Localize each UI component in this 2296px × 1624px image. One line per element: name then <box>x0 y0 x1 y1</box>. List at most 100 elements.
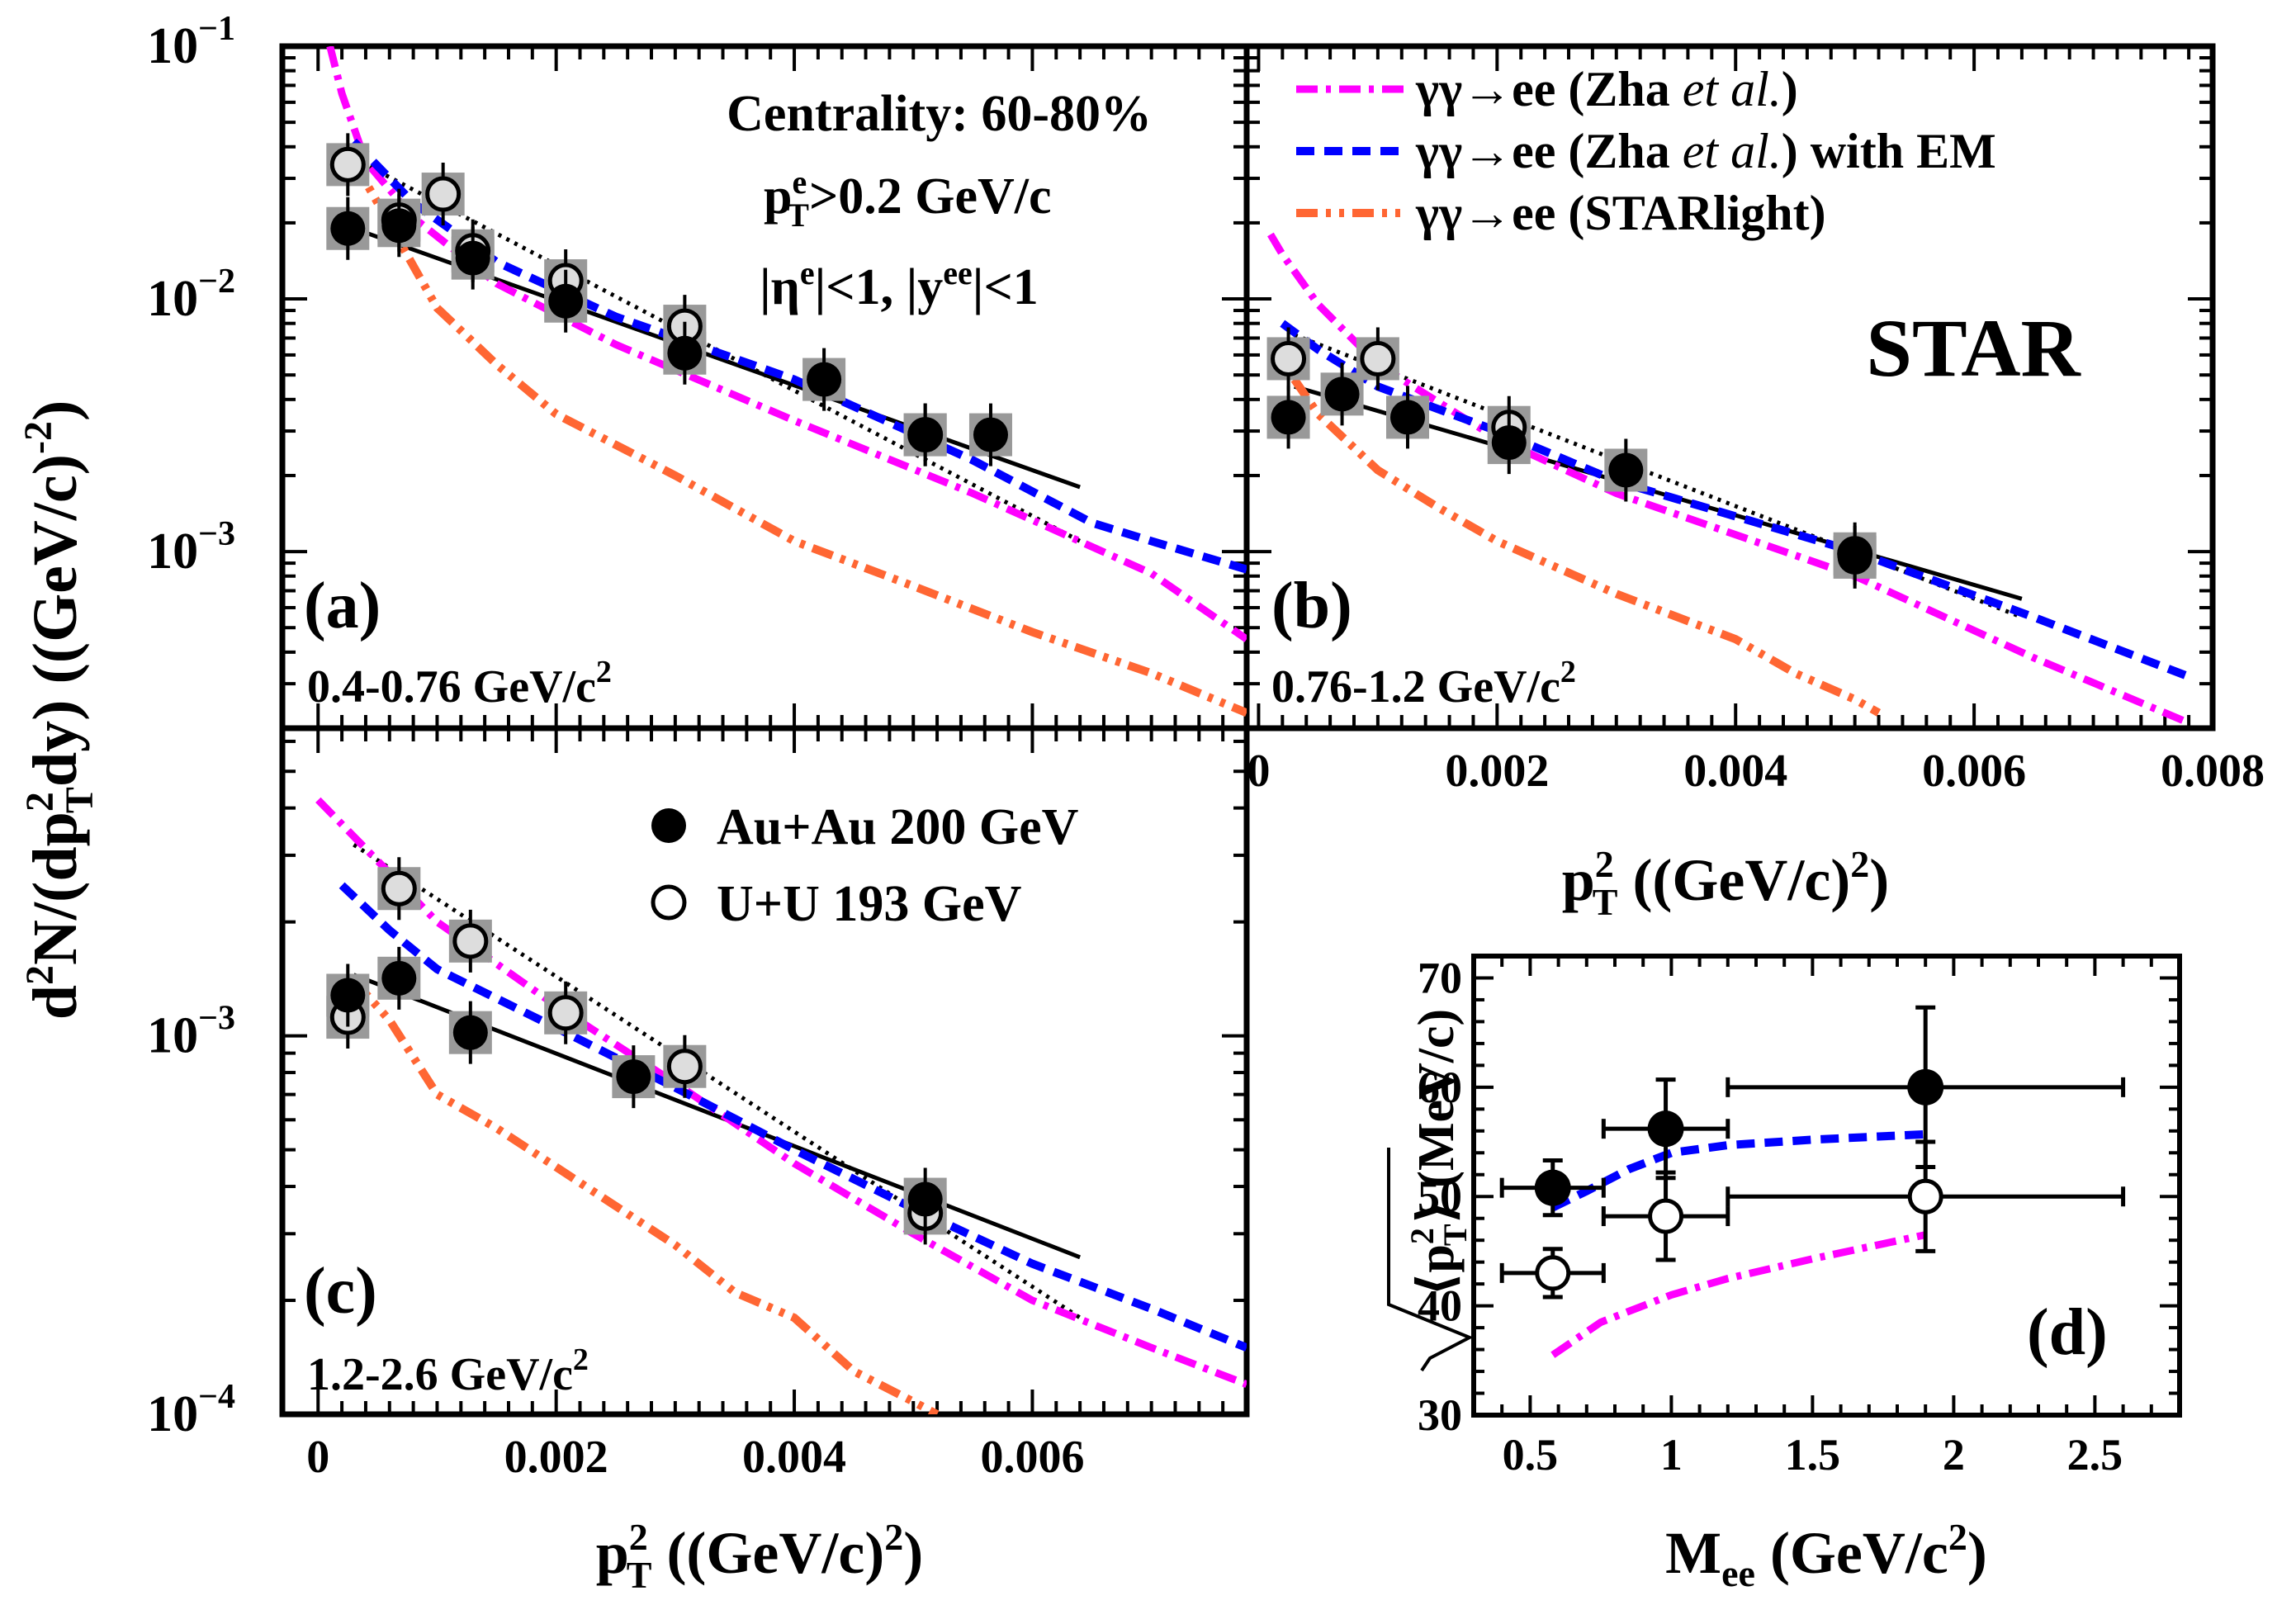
panel-d-ytick-label: 60 <box>1418 1063 1462 1112</box>
panel-d-auau-point <box>1647 1110 1684 1148</box>
panel-c-y-tick-labels: 10−3 10−4 <box>147 1000 235 1442</box>
panel-d-uu-point <box>1648 1198 1684 1234</box>
panel-b-label: (b) <box>1271 570 1352 642</box>
panel-b-xtick-label: 0.004 <box>1683 746 1787 797</box>
panel-a-ticks <box>282 45 1247 730</box>
legend-auau: Au+Au 200 GeV <box>717 799 1079 855</box>
panel-d-xtick-label: 0.5 <box>1503 1430 1559 1480</box>
y-axis-title: d2N/(dp2Tdy) ((GeV/c)-2) <box>17 400 102 1020</box>
panel-d-xtick-label: 2 <box>1943 1430 1965 1480</box>
panel-b-auau-point <box>1390 400 1425 435</box>
panel-b-mass-range: 0.76-1.2 GeV/c2 <box>1271 655 1576 713</box>
panel-d-curves <box>1550 1129 1927 1358</box>
panel-d-ytick-label: 40 <box>1418 1281 1462 1331</box>
panel-b-frame <box>1243 43 2216 732</box>
panel-a-auau-point <box>907 417 943 452</box>
model-legend: γγ→ee (Zha et al.) γγ→ee (Zha et al.) wi… <box>1296 62 1996 240</box>
panel-a-uu-point <box>329 146 366 182</box>
panel-c-mass-range: 1.2-2.6 GeV/c2 <box>307 1342 589 1400</box>
panel-b-auau-point <box>1837 539 1872 575</box>
panel-b-ticks <box>1247 45 2214 730</box>
panel-c-ytick-label: 10−4 <box>147 1378 235 1442</box>
panel-c-xtick-label: 0 <box>306 1432 329 1483</box>
panel-a-mass-range: 0.4-0.76 GeV/c2 <box>307 655 612 713</box>
panel-b-xtick-label: 0.006 <box>1922 746 2026 797</box>
panel-b-auau-point <box>1491 425 1527 461</box>
panel-d-y-tick-labels: 30 40 50 60 70 <box>1418 953 1462 1440</box>
panel-c-curve-starlight <box>350 978 940 1414</box>
legend-auau-marker <box>651 808 686 843</box>
panel-b: 0 0.002 0.004 0.006 0.008 (b) 0.76-1.2 GeV/c… <box>1247 45 2265 923</box>
star-label: STAR <box>1866 302 2081 394</box>
panel-c-auau-point <box>907 1181 943 1217</box>
panel-d-points <box>1499 1005 2126 1300</box>
panel-b-xtick-label: 0 <box>1247 746 1270 797</box>
panel-c-label: (c) <box>304 1255 377 1328</box>
panel-c-auau-point <box>381 960 417 996</box>
legend-uu-marker <box>651 884 687 921</box>
panel-c-ticks <box>282 728 1247 1416</box>
panel-a: 10−1 10−2 10−3 (a) 0.4-0.76 GeV/c2 Central… <box>147 10 1247 730</box>
panel-a-label: (a) <box>304 570 381 642</box>
panel-c-auau-point <box>330 978 366 1013</box>
panel-b-x-tick-labels: 0 0.002 0.004 0.006 0.008 <box>1247 746 2265 797</box>
panel-d-auau-point <box>1534 1169 1571 1206</box>
panel-d-curve-zha-et-al-with-em <box>1550 1129 1926 1211</box>
panel-d-ticks <box>1472 954 2181 1417</box>
legend-zha: γγ→ee (Zha et al.) <box>1415 62 1798 116</box>
panel-a-points <box>326 133 1012 466</box>
panel-c-xtick-label: 0.002 <box>504 1432 608 1483</box>
panel-c-xtick-label: 0.006 <box>980 1432 1084 1483</box>
panel-d-curve-zha-et-al- <box>1550 1231 1927 1358</box>
panel-a-frame <box>279 43 1250 732</box>
panel-c-uu-point <box>381 870 417 907</box>
panel-c-curve-zha-et-al-with-em <box>338 882 1247 1352</box>
panel-a-auau-point <box>807 362 842 397</box>
panel-a-curve-zha-et-al-with-em <box>350 138 1247 574</box>
panel-d-x-tick-labels: 0.5 1 1.5 2 2.5 <box>1503 1430 2123 1480</box>
panel-a-y-tick-labels: 10−1 10−2 10−3 <box>147 10 235 580</box>
panel-a-curve-zha-et-al- <box>326 46 1247 642</box>
panel-d-uu-point <box>1535 1255 1571 1291</box>
panel-b-xtick-label: 0.008 <box>2161 746 2265 797</box>
panel-c-x-tick-labels: 0 0.002 0.004 0.006 <box>306 1432 1084 1483</box>
panel-c: 0 0.002 0.004 0.006 10−3 10−4 (c) 1.2-2.6 Ge… <box>147 728 1247 1596</box>
panel-c-xtick-label: 0.004 <box>742 1432 846 1483</box>
panel-d-xtick-label: 1.5 <box>1785 1430 1841 1480</box>
sqrt-sign <box>1387 1148 1474 1372</box>
panel-d-xtick-label: 2.5 <box>2067 1430 2123 1480</box>
panel-b-auau-point <box>1271 400 1306 435</box>
panel-c-auau-point <box>452 1015 488 1050</box>
panel-c-auau-point <box>616 1059 651 1095</box>
panel-d-y-axis-title: ⟨p2T⟩ (MeV/c) <box>1387 1009 1474 1372</box>
panel-a-ytick-label: 10−3 <box>147 515 235 580</box>
legend-starlight: γγ→ee (STARlight) <box>1415 186 1826 240</box>
data-legend: Au+Au 200 GeV U+U 193 GeV <box>651 799 1079 932</box>
panel-b-points <box>1266 327 1877 589</box>
panel-b-xtick-label: 0.002 <box>1445 746 1549 797</box>
panel-c-uu-point <box>547 995 584 1031</box>
panel-c-points <box>326 857 947 1245</box>
panel-c-uu-point <box>666 1049 703 1085</box>
panel-a-uu-point <box>425 176 462 212</box>
cut-pt-label: pe T>0.2 GeV/c <box>764 163 1052 234</box>
panel-d-xtick-label: 1 <box>1660 1430 1683 1480</box>
panel-a-auau-point <box>455 240 490 276</box>
panel-a-ytick-label: 10−1 <box>147 10 235 74</box>
panel-d-ytick-label: 30 <box>1418 1390 1462 1440</box>
panel-a-curves <box>326 46 1247 717</box>
panel-c-uu-point <box>452 923 489 959</box>
panel-b-uu-point <box>1271 340 1307 376</box>
panel-d-x-axis-title: Mee (GeV/c2) <box>1665 1516 1987 1594</box>
legend-uu: U+U 193 GeV <box>717 876 1022 932</box>
panel-d-frame <box>1471 954 2182 1418</box>
panel-d-ytick-label: 50 <box>1418 1172 1462 1221</box>
panel-a-curve-starlight <box>350 159 1247 717</box>
panel-a-auau-point <box>381 208 417 244</box>
panel-b-uu-point <box>1360 340 1396 376</box>
panel-b-auau-point <box>1324 376 1360 412</box>
cut-eta-label: |ηe|<1, |yee|<1 <box>760 254 1039 315</box>
panel-a-auau-point <box>330 211 366 246</box>
panel-a-auau-point <box>667 335 703 371</box>
